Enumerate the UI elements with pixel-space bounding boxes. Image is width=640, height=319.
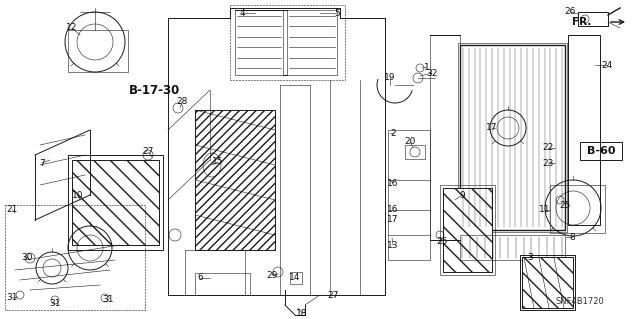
Text: 8: 8 <box>569 233 575 241</box>
Text: 18: 18 <box>296 308 308 317</box>
Text: 17: 17 <box>387 216 399 225</box>
Bar <box>290 272 302 284</box>
Text: 17: 17 <box>486 123 498 132</box>
Bar <box>235 10 283 75</box>
Text: 23: 23 <box>542 159 554 167</box>
Bar <box>460 45 565 230</box>
Text: 15: 15 <box>212 158 224 167</box>
Text: 10: 10 <box>72 190 84 199</box>
Bar <box>520 255 575 310</box>
Text: 21: 21 <box>6 205 18 214</box>
Text: 26: 26 <box>564 8 576 17</box>
Bar <box>578 12 608 26</box>
Text: 13: 13 <box>387 241 399 249</box>
Text: SNF4B1720: SNF4B1720 <box>556 298 604 307</box>
Text: 2: 2 <box>390 129 396 137</box>
Text: 31: 31 <box>6 293 18 302</box>
Text: B-17-30: B-17-30 <box>129 84 180 97</box>
Text: 24: 24 <box>602 61 612 70</box>
Text: 11: 11 <box>540 205 551 214</box>
Text: 22: 22 <box>542 144 554 152</box>
Text: FR.: FR. <box>572 17 591 27</box>
Bar <box>440 185 495 275</box>
Text: 14: 14 <box>289 273 301 283</box>
Text: 16: 16 <box>387 179 399 188</box>
Text: 6: 6 <box>197 273 203 283</box>
Bar <box>522 257 573 308</box>
Text: 29: 29 <box>266 271 278 279</box>
Text: 1: 1 <box>424 63 430 71</box>
Bar <box>68 30 128 72</box>
Bar <box>405 145 425 159</box>
Bar <box>5 205 145 310</box>
Bar <box>460 235 565 260</box>
Bar <box>458 43 567 232</box>
Text: 20: 20 <box>404 137 416 146</box>
Text: 27: 27 <box>327 291 339 300</box>
Text: 3: 3 <box>527 254 533 263</box>
Text: 7: 7 <box>39 159 45 167</box>
Text: 25: 25 <box>559 201 571 210</box>
Text: 16: 16 <box>387 205 399 214</box>
Bar <box>388 130 430 260</box>
Bar <box>195 110 275 250</box>
Text: 27: 27 <box>142 147 154 157</box>
Text: 32: 32 <box>426 69 438 78</box>
Bar <box>72 160 159 245</box>
Text: 25: 25 <box>436 238 448 247</box>
Bar <box>430 35 460 240</box>
Bar <box>443 188 492 272</box>
Bar <box>230 5 345 80</box>
Text: 4: 4 <box>239 9 245 18</box>
Bar <box>287 10 337 75</box>
Text: 30: 30 <box>21 253 33 262</box>
Bar <box>68 155 163 250</box>
Text: 31: 31 <box>49 299 61 308</box>
Bar <box>580 142 622 160</box>
Text: 31: 31 <box>102 295 114 305</box>
Text: B-60: B-60 <box>587 146 615 156</box>
Text: 12: 12 <box>67 24 77 33</box>
Bar <box>550 185 605 233</box>
Text: 19: 19 <box>384 72 396 81</box>
Text: 28: 28 <box>176 98 188 107</box>
Bar <box>195 273 250 295</box>
Text: 5: 5 <box>334 9 340 18</box>
Bar <box>568 35 600 225</box>
Text: 9: 9 <box>459 190 465 199</box>
